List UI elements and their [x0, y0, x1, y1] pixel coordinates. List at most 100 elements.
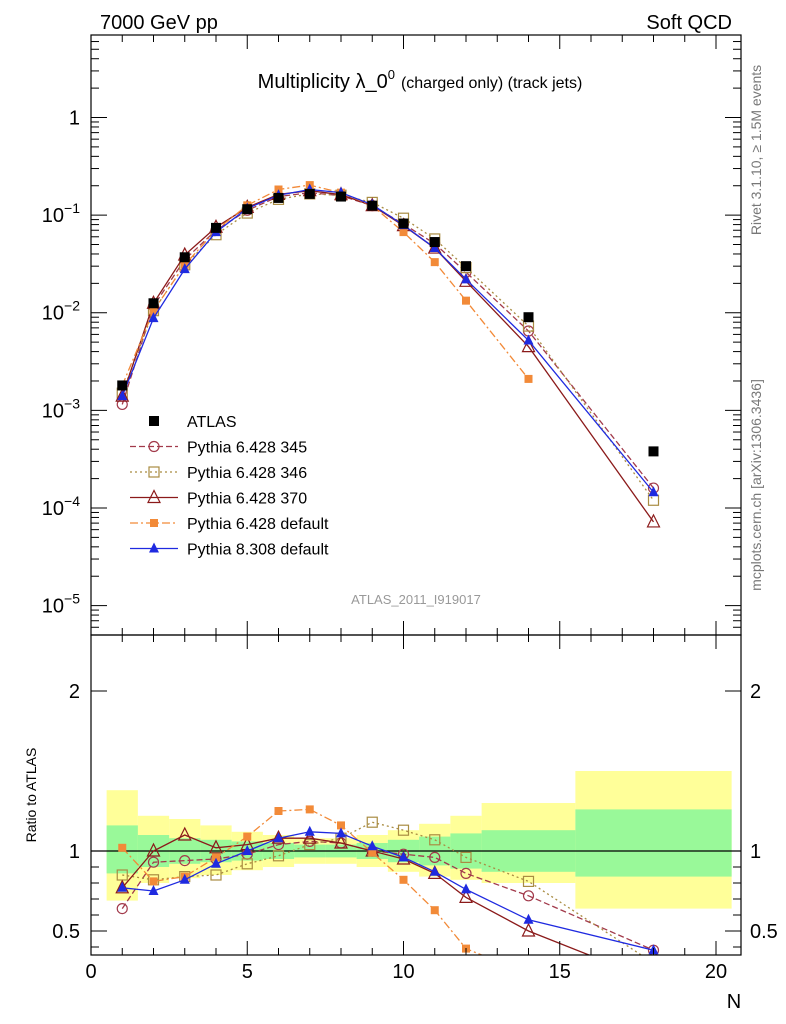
y-tick-label: 10−4	[42, 493, 80, 520]
data-point	[648, 486, 659, 497]
beam-energy-label: 7000 GeV pp	[100, 12, 218, 34]
y-tick-label-right: 1	[750, 841, 761, 863]
ratio-data-point	[243, 832, 252, 841]
ratio-data-point	[399, 875, 408, 884]
ratio-data-point	[116, 902, 128, 915]
x-axis-label: N	[727, 991, 741, 1013]
y-tick-label: 10−2	[42, 298, 80, 325]
ratio-data-point	[146, 842, 161, 857]
ratio-data-point	[272, 850, 285, 862]
ratio-data-point	[430, 906, 439, 915]
ratio-plot-frame	[90, 634, 742, 956]
series-line	[121, 188, 655, 493]
y-tick-label-right: 2	[750, 681, 761, 703]
ratio-data-point	[334, 834, 348, 849]
ratio-plot-ticks	[90, 635, 741, 955]
ratio-data-point	[273, 832, 284, 843]
uncertainty-band-inner	[575, 809, 732, 877]
data-point	[429, 237, 440, 248]
ratio-data-point	[209, 839, 223, 854]
legend-label: Pythia 6.428 370	[187, 491, 307, 508]
ratio-data-point	[211, 857, 221, 868]
legend-label: Pythia 6.428 346	[187, 465, 307, 482]
main-plot-y-tick-labels: 1 10−1 10−2 10−3 10−4 10−5	[42, 108, 80, 618]
data-point	[398, 218, 409, 229]
data-point	[117, 390, 128, 401]
series-pythia-6-428-346	[116, 188, 660, 506]
ratio-data-point	[522, 890, 535, 902]
ratio-data-point	[336, 827, 346, 838]
ratio-data-point	[460, 867, 472, 880]
ratio-data-point	[148, 885, 159, 895]
data-point	[148, 312, 159, 323]
data-point	[367, 200, 378, 211]
data-point	[336, 191, 346, 202]
ratio-data-point	[115, 879, 130, 894]
x-tick-label: 10	[392, 961, 414, 983]
y-tick-label: 0.5	[52, 921, 80, 943]
legend-label: ATLAS	[187, 414, 237, 431]
data-point	[646, 513, 661, 528]
ratio-data-point	[429, 865, 440, 876]
ratio-data-point	[460, 851, 472, 864]
data-point	[524, 374, 533, 383]
main-plot-content	[115, 181, 661, 528]
ratio-data-point	[177, 826, 192, 841]
legend-marker	[148, 466, 160, 478]
legend-label: Pythia 8.308 default	[187, 542, 329, 559]
data-point	[117, 380, 128, 391]
plot-title-superscript: 0	[388, 67, 395, 82]
legend: ATLAS Pythia 6.428 345 Pythia 6.428 346 Pyt…	[130, 414, 329, 559]
ratio-data-point	[521, 922, 536, 937]
x-tick-label: 0	[85, 961, 96, 983]
data-point	[430, 258, 439, 267]
data-point	[523, 312, 534, 323]
data-point	[149, 306, 158, 315]
data-point	[179, 263, 190, 274]
ratio-data-point	[179, 854, 191, 867]
ratio-data-point	[429, 851, 441, 864]
ratio-plot-panel: 0.5 0.51 12 20 5 10 15 20 Ratio to ATLAS N	[23, 634, 778, 1013]
ratio-plot-content	[91, 771, 741, 955]
data-point	[427, 239, 442, 254]
ratio-data-point	[118, 843, 127, 852]
ratio-data-point	[461, 883, 471, 894]
ratio-data-point	[398, 851, 409, 862]
plot-title-qualifier: (charged only) (track jets)	[401, 75, 582, 92]
y-tick-label: 1	[69, 108, 80, 130]
ratio-plot-tick-labels: 0.5 0.51 12 20 5 10 15 20	[52, 681, 778, 983]
data-point	[304, 188, 315, 199]
legend-entry-pythia-6-428-346: Pythia 6.428 346	[130, 465, 307, 482]
ratio-series-line	[122, 831, 654, 951]
ratio-data-point	[459, 889, 473, 904]
data-point	[211, 222, 221, 233]
ratio-data-point	[337, 821, 345, 830]
data-point	[399, 228, 408, 237]
ratio-data-point	[302, 829, 317, 844]
data-point	[647, 494, 660, 506]
process-label: Soft QCD	[646, 12, 732, 34]
data-point	[429, 242, 440, 253]
plot-title: Multiplicity λ_00 (charged only) (track j…	[258, 67, 583, 93]
x-tick-label: 20	[705, 961, 727, 983]
ratio-data-point	[179, 873, 190, 884]
legend-entry-pythia-6-428-370: Pythia 6.428 370	[130, 489, 307, 508]
ratio-data-point	[212, 853, 220, 862]
x-tick-label: 5	[242, 961, 253, 983]
legend-entry-pythia-6-428-345: Pythia 6.428 345	[130, 440, 307, 457]
x-tick-label: 15	[549, 961, 571, 983]
y-tick-label: 10−5	[42, 591, 80, 618]
ratio-data-point	[429, 834, 441, 846]
y-tick-label: 10−3	[42, 395, 80, 422]
series-line	[121, 190, 655, 523]
data-point	[148, 298, 159, 309]
data-point	[648, 446, 659, 457]
ratio-data-point	[366, 816, 378, 828]
mcplots-reference-label: mcplots.cern.ch [arXiv:1306.3436]	[748, 379, 764, 591]
plot-title-main: Multiplicity λ_0	[258, 71, 388, 93]
ratio-series-pythia-8-308-default	[117, 825, 659, 955]
series-atlas	[117, 188, 659, 457]
legend-marker	[149, 542, 159, 553]
main-plot-ticks	[90, 34, 741, 635]
ratio-data-point	[397, 824, 410, 836]
